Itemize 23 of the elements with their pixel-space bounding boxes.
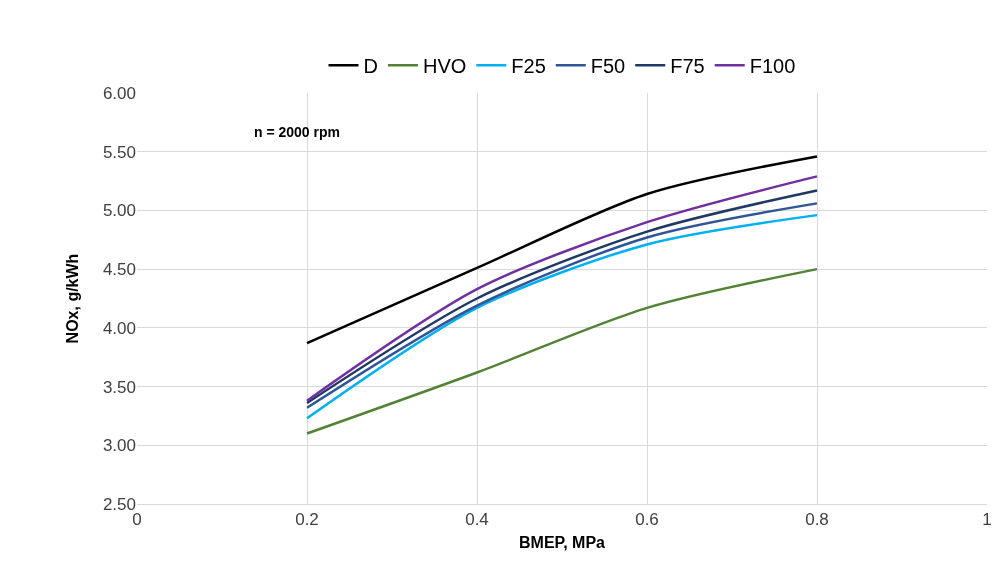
legend-label: F75 (670, 55, 705, 78)
legend-label: F100 (749, 55, 796, 78)
y-tick-label: 6.00 (102, 83, 136, 103)
x-tick-label: 1 (982, 510, 992, 530)
y-tick-label: 5.50 (102, 142, 136, 162)
legend-label: F25 (511, 55, 546, 78)
y-tick-label: 3.00 (102, 436, 136, 456)
x-tick-label: 0.2 (295, 510, 319, 530)
x-tick-label: 0.8 (805, 510, 829, 530)
y-tick-label: 5.00 (102, 201, 136, 221)
x-tick-label: 0.6 (635, 510, 659, 530)
x-axis-title: BMEP, MPa (519, 534, 606, 552)
legend-label: D (363, 55, 378, 78)
x-tick-label: 0.4 (465, 510, 489, 530)
y-tick-label: 4.00 (102, 318, 136, 338)
line-series (305, 155, 819, 345)
y-tick-label: 3.50 (102, 377, 136, 397)
legend-label: HVO (422, 55, 467, 78)
y-tick-label: 4.50 (102, 260, 136, 280)
y-axis-title: NOx, g/kWh (63, 253, 81, 344)
annotation: n = 2000 rpm (254, 124, 340, 140)
line-series (305, 267, 819, 435)
legend-label: F50 (590, 55, 626, 78)
